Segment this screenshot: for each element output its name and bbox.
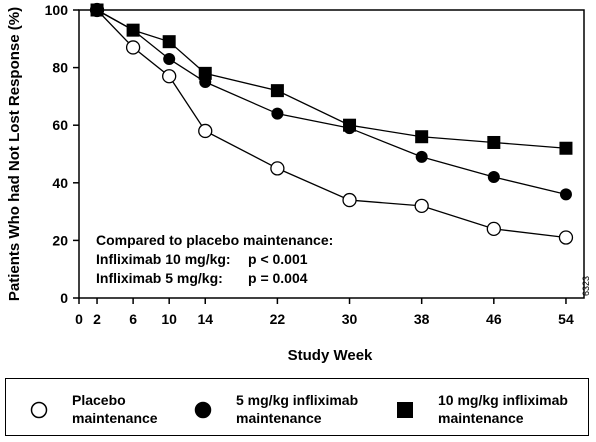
figure-code: 6323 xyxy=(581,276,591,296)
legend-marker-10mg xyxy=(397,402,413,418)
legend-5mg-line2: maintenance xyxy=(236,410,322,426)
x-tick-label: 46 xyxy=(486,311,502,327)
point-10mg xyxy=(415,130,429,144)
y-axis-title: Patients Who had Not Lost Response (%) xyxy=(6,7,23,301)
point-10mg xyxy=(198,66,212,80)
annotation-label-2: Infliximab 5 mg/kg: xyxy=(96,270,223,286)
point-placebo xyxy=(342,192,357,208)
x-tick-label: 14 xyxy=(197,311,213,327)
annotation: Compared to placebo maintenance: Inflixi… xyxy=(96,232,333,286)
point-5mg xyxy=(559,188,572,201)
legend-10mg-line1: 10 mg/kg infliximab xyxy=(438,392,568,408)
x-tick-label: 2 xyxy=(93,311,101,327)
point-placebo xyxy=(414,198,429,213)
point-5mg xyxy=(271,107,284,120)
x-axis-title: Study Week xyxy=(288,347,373,364)
point-5mg xyxy=(415,150,428,163)
y-tick-label: 40 xyxy=(52,175,68,191)
x-tick-label: 54 xyxy=(558,311,574,327)
legend-10mg-line2: maintenance xyxy=(438,410,524,426)
point-placebo xyxy=(270,161,285,176)
y-tick-label: 80 xyxy=(52,60,68,76)
x-tick-label: 6 xyxy=(129,311,137,327)
point-placebo xyxy=(558,230,574,245)
point-placebo xyxy=(486,221,501,237)
point-placebo xyxy=(125,40,141,55)
point-10mg xyxy=(559,141,573,155)
x-tick-label: 10 xyxy=(161,311,177,327)
legend-marker-placebo xyxy=(30,401,48,419)
point-10mg xyxy=(270,84,284,98)
x-tick-label: 0 xyxy=(75,311,83,327)
legend-label-placebo: Placebo maintenance xyxy=(72,391,158,427)
point-10mg xyxy=(487,135,501,149)
legend-marker-5mg xyxy=(194,401,212,419)
legend-label-10mg: 10 mg/kg infliximab maintenance xyxy=(438,391,568,427)
annotation-label-1: Infliximab 10 mg/kg: xyxy=(96,251,231,267)
x-tick-label: 38 xyxy=(414,311,430,327)
x-tick-label: 30 xyxy=(342,311,358,327)
point-10mg xyxy=(343,118,357,132)
annotation-heading: Compared to placebo maintenance: xyxy=(96,232,333,248)
x-tick-label: 22 xyxy=(270,311,286,327)
y-tick-label: 0 xyxy=(60,290,68,306)
legend-label-5mg: 5 mg/kg infliximab maintenance xyxy=(236,391,358,427)
legend-placebo-line2: maintenance xyxy=(72,410,158,426)
y-tick-label: 20 xyxy=(52,232,68,248)
legend-5mg-line1: 5 mg/kg infliximab xyxy=(236,392,359,408)
legend-placebo-line1: Placebo xyxy=(72,392,126,408)
point-10mg xyxy=(126,23,140,37)
series-layer xyxy=(89,2,574,245)
annotation-value-2: p = 0.004 xyxy=(248,270,308,286)
point-placebo xyxy=(198,123,213,139)
point-10mg xyxy=(162,35,176,49)
y-tick-label: 100 xyxy=(45,2,69,18)
y-tick-label: 60 xyxy=(52,117,68,133)
point-10mg xyxy=(90,3,104,17)
point-5mg xyxy=(487,171,500,184)
annotation-value-1: p < 0.001 xyxy=(248,251,308,267)
legend: Placebo maintenance 5 mg/kg infliximab m… xyxy=(5,378,589,436)
point-5mg xyxy=(163,52,176,65)
point-placebo xyxy=(162,69,177,84)
plot-frame xyxy=(78,9,585,299)
